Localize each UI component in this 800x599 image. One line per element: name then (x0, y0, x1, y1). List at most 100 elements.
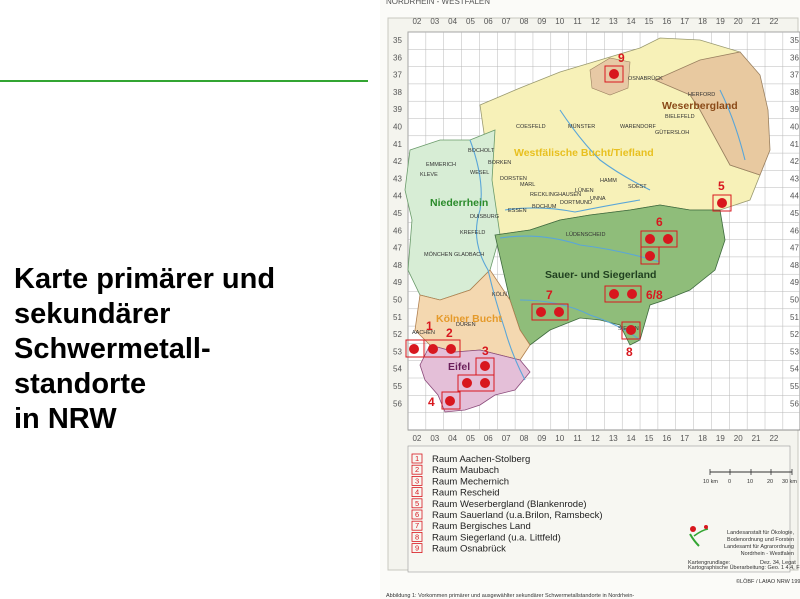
legend-item: 4 Raum Rescheid (411, 487, 500, 499)
legend-number: 8 (415, 532, 419, 541)
title-line: standorte (14, 368, 147, 400)
title-line: Schwermetall- (14, 333, 211, 365)
credit-line: Dez. 34, Legat (760, 560, 796, 566)
city-label: BORKEN (488, 160, 511, 166)
grid-label-left: 38 (393, 88, 402, 97)
legend-number: 4 (415, 488, 419, 497)
grid-label-top: 20 (734, 17, 743, 26)
grid-label-right: 36 (790, 53, 799, 62)
loebf-logo-icon (689, 525, 709, 547)
city-label: BOCHOLT (468, 148, 495, 154)
grid-label-left: 48 (393, 261, 402, 270)
city-label: WESEL (470, 170, 489, 176)
grid-label-right: 43 (790, 174, 799, 183)
grid-label-left: 54 (393, 365, 402, 374)
grid-label-bottom: 16 (662, 434, 671, 443)
legend-label: Raum Sauerland (u.a.Brilon, Ramsbeck) (432, 510, 603, 521)
city-label: BIELEFELD (665, 114, 695, 120)
legend-item: 2 Raum Maubach (411, 464, 499, 476)
grid-label-bottom: 06 (484, 434, 493, 443)
institution-line: Landesanstalt für Ökologie, (727, 529, 794, 536)
grid-label-left: 50 (393, 296, 402, 305)
grid-label-bottom: 04 (448, 434, 457, 443)
copyright-note: ©LÖBF / LAfAO NRW 199 (736, 578, 800, 585)
credit-line: Kartographische Überarbeitung: Geo. 1 4.… (688, 564, 800, 571)
grid-label-left: 40 (393, 123, 402, 132)
city-label: BOCHUM (532, 204, 557, 210)
site-7-marker (531, 303, 569, 321)
city-label: MARL (520, 182, 535, 188)
site-number-2: 2 (446, 326, 453, 340)
grid-label-left: 36 (393, 53, 402, 62)
legend-item: 3 Raum Mechernich (411, 475, 509, 487)
city-label: RECKLINGHAUSEN (530, 192, 581, 198)
grid-label-bottom: 22 (769, 434, 778, 443)
grid-label-top: 15 (645, 17, 654, 26)
legend-item: 8 Raum Siegerland (u.a. Littfeld) (411, 532, 561, 543)
grid-label-left: 55 (393, 382, 402, 391)
scale-bar: 10 km 0 10 20 30 km (703, 469, 797, 485)
grid-label-right: 41 (790, 140, 799, 149)
legend-number: 2 (415, 465, 419, 474)
grid-label-top: 14 (627, 17, 636, 26)
grid-label-right: 42 (790, 157, 799, 166)
legend-number: 6 (415, 510, 419, 519)
city-label: KLEVE (420, 172, 438, 178)
legend-swatch (411, 509, 423, 520)
title-line: in NRW (14, 403, 117, 435)
grid-label-left: 47 (393, 244, 402, 253)
grid-label-top: 05 (466, 17, 475, 26)
scale-label: 20 (767, 479, 773, 485)
scale-label: 10 km (703, 479, 718, 485)
grid-label-top: 11 (573, 17, 582, 26)
region-areas (404, 37, 771, 413)
city-label: COESFELD (516, 124, 546, 130)
site-number-9: 9 (618, 51, 625, 65)
region-label-weserbergland: Weserbergland (662, 100, 738, 112)
grid-label-top: 17 (680, 17, 689, 26)
legend-box (407, 445, 791, 573)
grid-label-right: 37 (790, 71, 799, 80)
site-number-5: 5 (718, 179, 725, 193)
legend-item: 7 Raum Bergisches Land (411, 520, 531, 532)
grid-label-left: 35 (393, 36, 402, 45)
grid-label-bottom: 08 (520, 434, 529, 443)
legend-item: 1 Raum Aachen-Stolberg (411, 453, 530, 465)
grid-label-bottom: 19 (716, 434, 725, 443)
city-label: DORSTEN (500, 176, 527, 182)
site-6-8-marker (604, 285, 642, 303)
grid-label-bottom: 20 (734, 434, 743, 443)
city-label: EMMERICH (426, 162, 456, 168)
river-ems (559, 109, 651, 191)
scale-label: 10 (747, 479, 753, 485)
grid-label-right: 51 (790, 313, 799, 322)
grid-label-left: 39 (393, 105, 402, 114)
region-label-eifel: Eifel (448, 361, 470, 373)
grid-label-right: 48 (790, 261, 799, 270)
legend-swatch (411, 464, 423, 475)
site-2-marker (423, 339, 461, 358)
legend-label: Raum Osnabrück (432, 544, 506, 555)
legend-swatch (411, 498, 423, 509)
title-line: Karte primärer und (14, 263, 276, 295)
grid-label-right: 50 (790, 296, 799, 305)
site-numbers: 1 2 3 4 5 6 7 6/8 8 9 (426, 51, 725, 409)
grid-label-right: 44 (790, 192, 799, 201)
grid-label-right: 39 (790, 105, 799, 114)
green-divider-line (0, 80, 368, 82)
site-9-marker (604, 65, 624, 83)
city-label: AACHEN (412, 330, 435, 336)
city-label: HAMM (600, 178, 617, 184)
legend-number: 1 (415, 454, 419, 463)
city-label: LÜNEN (575, 187, 594, 194)
map-header: NORDRHEIN - WESTFALEN (386, 0, 490, 6)
legend-label: Raum Aachen-Stolberg (432, 454, 530, 465)
grid-label-left: 49 (393, 278, 402, 287)
grid-label-right: 55 (790, 382, 799, 391)
grid-label-left: 52 (393, 330, 402, 339)
grid-label-right: 38 (790, 88, 799, 97)
region-label-koelner-bucht: Kölner Bucht (436, 313, 502, 325)
grid-label-bottom: 21 (752, 434, 761, 443)
institution-line: Nordrhein - Westfalen (741, 551, 794, 557)
